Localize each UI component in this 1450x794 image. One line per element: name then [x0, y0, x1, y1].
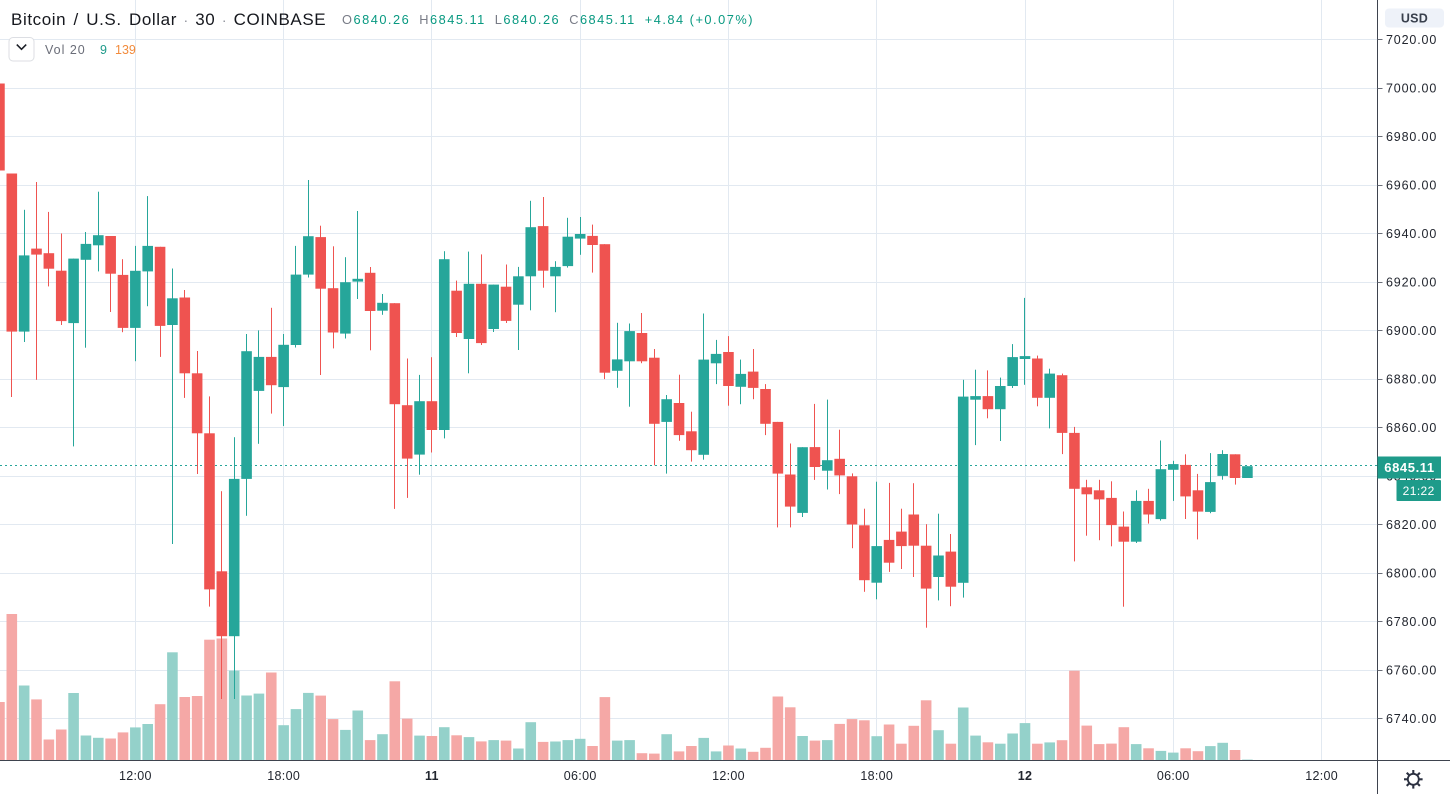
svg-text:6940.00: 6940.00 [1386, 227, 1437, 241]
svg-text:6960.00: 6960.00 [1386, 178, 1437, 192]
svg-text:6780.00: 6780.00 [1386, 615, 1437, 629]
svg-text:6980.00: 6980.00 [1386, 130, 1437, 144]
svg-text:6845.11: 6845.11 [1384, 460, 1434, 475]
svg-text:18:00: 18:00 [860, 769, 893, 783]
svg-text:12:00: 12:00 [119, 769, 152, 783]
svg-text:7020.00: 7020.00 [1386, 33, 1437, 47]
svg-text:6920.00: 6920.00 [1386, 275, 1437, 289]
svg-text:06:00: 06:00 [1157, 769, 1190, 783]
svg-text:Bitcoin / U.S. Dollar · 30 · C: Bitcoin / U.S. Dollar · 30 · COINBASE [11, 10, 326, 29]
svg-text:6900.00: 6900.00 [1386, 324, 1437, 338]
svg-text:18:00: 18:00 [267, 769, 300, 783]
svg-text:USD: USD [1401, 12, 1428, 26]
svg-text:6800.00: 6800.00 [1386, 566, 1437, 580]
svg-text:12:00: 12:00 [1305, 769, 1338, 783]
svg-text:06:00: 06:00 [564, 769, 597, 783]
svg-text:6860.00: 6860.00 [1386, 421, 1437, 435]
svg-text:6740.00: 6740.00 [1386, 712, 1437, 726]
svg-text:12: 12 [1018, 769, 1033, 783]
svg-text:11: 11 [425, 769, 439, 783]
svg-text:21:22: 21:22 [1403, 484, 1435, 498]
svg-text:6820.00: 6820.00 [1386, 518, 1437, 532]
svg-text:Vol 20: Vol 20 [45, 43, 86, 57]
svg-text:12:00: 12:00 [712, 769, 745, 783]
svg-text:6760.00: 6760.00 [1386, 663, 1437, 677]
svg-text:6880.00: 6880.00 [1386, 372, 1437, 386]
svg-text:139: 139 [115, 43, 136, 57]
svg-text:7000.00: 7000.00 [1386, 81, 1437, 95]
svg-text:9: 9 [100, 43, 107, 57]
